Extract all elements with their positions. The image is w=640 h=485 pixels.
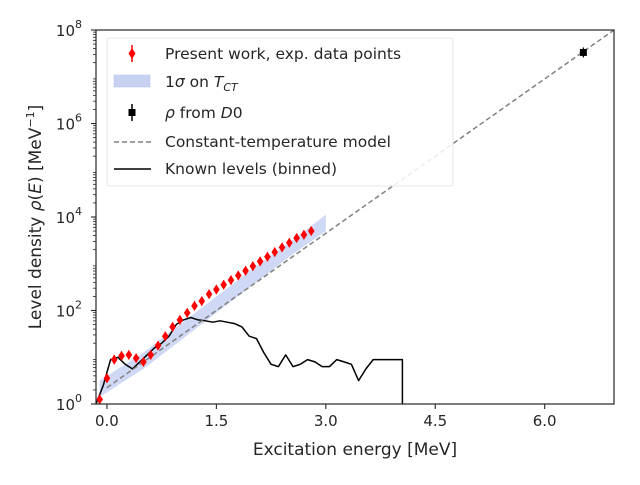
exp-point [264,251,271,262]
y-tick-base: 10 [56,396,75,414]
exp-point [96,394,103,405]
y-tick-exponent: 8 [75,18,82,31]
exp-point [125,349,133,360]
exp-point [256,256,264,267]
y-tick-exponent: 0 [75,392,82,405]
exp-point [213,284,220,295]
y-tick-label: 106 [56,112,82,134]
exp-point [278,242,286,253]
x-tick-label: 6.0 [533,412,557,430]
legend-exp-label: Present work, exp. data points [165,45,401,63]
exp-point [300,229,308,240]
y-tick-base: 10 [56,303,75,321]
exp-point [227,275,235,286]
exp-point [198,296,206,307]
exp-point [242,265,249,276]
exp-point [162,331,169,342]
exp-point [147,349,155,360]
exp-point [286,237,293,248]
exp-point [154,340,162,351]
legend-d0-marker [128,109,136,116]
exp-point [293,233,300,244]
exp-point [234,270,242,281]
exp-point [271,247,279,258]
legend-band-one: 1 [165,73,175,91]
y-tick-label: 102 [56,299,82,321]
y-tick-base: 10 [56,209,75,227]
x-tick-label: 1.5 [204,412,228,430]
exp-point [249,261,257,272]
x-ticks-layer: 0.0 1.5 3.0 4.5 6.0 [95,404,557,430]
legend-band-label: 1σ on TCT [165,73,239,94]
legend: Present work, exp. data points 1σ on TCT… [106,37,454,187]
exp-points-layer [96,226,315,405]
exp-point [307,226,315,237]
exp-point [183,307,191,318]
exp-point [140,356,147,367]
y-axis-label-unit-close: ] [26,105,46,112]
y-tick-label: 100 [56,392,82,414]
exp-point [132,353,140,364]
legend-d0-label: ρ from D0 [165,104,243,122]
legend-exp-marker [128,48,136,59]
exp-point [176,314,184,325]
d0-point-layer [579,47,587,58]
legend-d0-zero: 0 [233,104,243,122]
x-tick-label: 0.0 [95,412,119,430]
legend-known-label: Known levels (binned) [165,160,337,178]
exp-point [220,279,227,290]
exp-point [191,300,198,311]
x-tick-label: 3.0 [314,412,338,430]
legend-ct-label: Constant-temperature model [165,133,391,151]
legend-band-sigma: σ [175,73,186,91]
y-axis-label-unit: [MeV [26,127,46,176]
legend-band-swatch [113,74,151,88]
uncertainty-band-layer [99,214,326,397]
y-axis-label-close: ) [26,176,46,183]
legend-band-t: T [214,73,225,91]
exp-point [205,289,213,300]
x-tick-label: 4.5 [423,412,447,430]
legend-d0-mid: from [175,104,221,122]
y-tick-exponent: 2 [75,299,82,312]
exp-point [118,350,125,361]
uncertainty-band [99,214,326,397]
x-axis-label: Excitation energy [MeV] [253,440,457,460]
y-axis-label: Level density ρ(E) [MeV−1] [24,105,46,330]
y-axis-label-arg: E [26,183,46,194]
legend-box [106,37,454,187]
y-tick-exponent: 4 [75,205,82,218]
y-axis-label-pre: Level density [26,211,46,329]
y-tick-base: 10 [56,22,75,40]
y-tick-base: 10 [56,116,75,134]
legend-band-sub: CT [223,81,239,94]
legend-d0-rho: ρ [165,104,175,122]
y-axis-label-open: ( [26,194,46,201]
y-tick-label: 108 [56,18,82,40]
y-axis-label-unit-exp: −1 [24,111,37,127]
legend-d0-d: D [221,104,233,122]
y-tick-exponent: 6 [75,112,82,125]
y-axis-label-rho: ρ [26,200,46,211]
exp-point [110,354,118,365]
exp-point [103,373,111,384]
y-tick-label: 104 [56,205,82,227]
exp-point [169,321,176,332]
d0-point [579,48,587,56]
legend-band-mid: on [185,73,214,91]
